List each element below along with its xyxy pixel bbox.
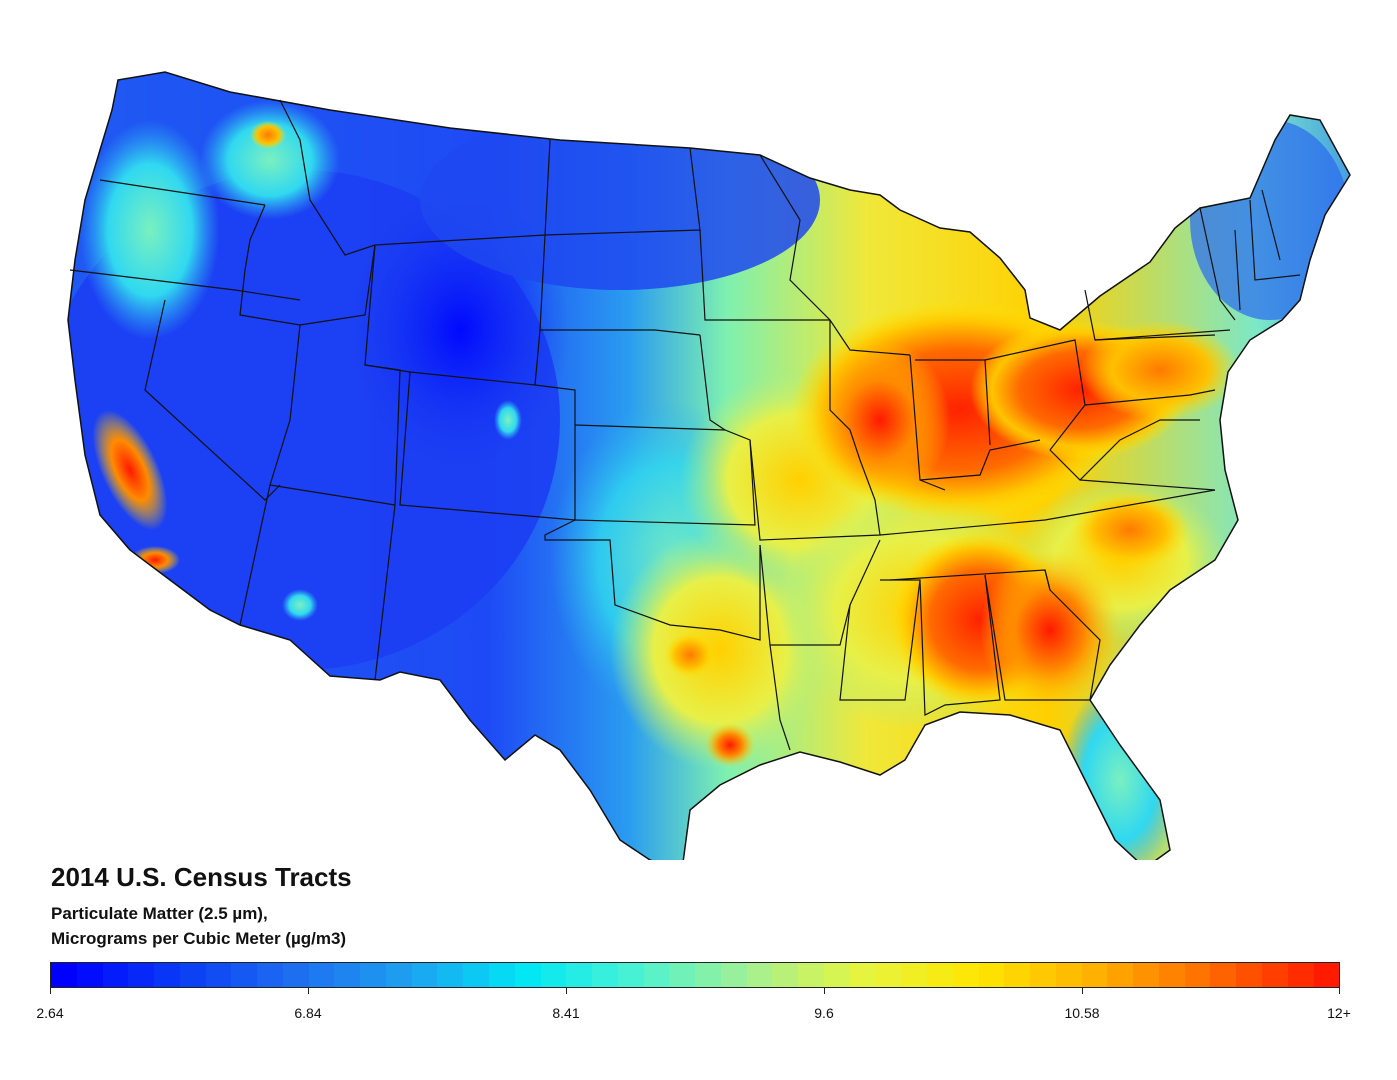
legend-label-max: 12+	[1327, 1005, 1351, 1021]
legend-swatch	[514, 963, 541, 987]
legend-swatch	[1133, 963, 1159, 987]
legend-swatch	[257, 963, 283, 987]
legend-swatch	[154, 963, 180, 987]
legend-swatch	[849, 963, 876, 987]
legend-label-min: 2.64	[36, 1005, 64, 1021]
state-boundaries	[67, 71, 1351, 860]
legend-swatch	[643, 963, 670, 987]
legend-tick	[1082, 988, 1083, 994]
legend-swatch	[1030, 963, 1056, 987]
legend-swatch	[978, 963, 1005, 987]
legend-swatch	[51, 963, 77, 987]
legend-swatch	[282, 963, 309, 987]
legend-swatch	[901, 963, 928, 987]
legend-swatch	[566, 963, 593, 987]
legend-swatch	[411, 963, 438, 987]
legend-swatch	[592, 963, 618, 987]
us-map-svg	[67, 71, 1351, 860]
legend-tick	[308, 988, 309, 994]
legend-swatch	[179, 963, 206, 987]
legend-tick	[824, 988, 825, 994]
legend-swatch	[308, 963, 335, 987]
legend-swatch	[952, 963, 979, 987]
legend-swatch	[231, 963, 258, 987]
legend-swatch	[798, 963, 824, 987]
legend-swatch	[927, 963, 953, 987]
legend-swatch	[205, 963, 232, 987]
legend-swatch	[617, 963, 644, 987]
legend-tick	[566, 988, 567, 994]
map-title: 2014 U.S. Census Tracts	[51, 862, 352, 892]
legend-swatch	[823, 963, 850, 987]
color-scale-legend	[50, 962, 1340, 988]
legend-swatch	[772, 963, 799, 987]
legend-swatch	[128, 963, 155, 987]
legend-swatch	[334, 963, 361, 987]
map-subtitle-line2: Micrograms per Cubic Meter (µg/m3)	[51, 929, 347, 948]
legend-swatch	[102, 963, 129, 987]
legend-swatch	[1184, 963, 1211, 987]
legend-swatch	[489, 963, 515, 987]
legend-swatch	[1081, 963, 1108, 987]
legend-swatch	[669, 963, 696, 987]
legend-swatch	[695, 963, 721, 987]
legend-swatch	[1055, 963, 1082, 987]
legend-swatch	[76, 963, 103, 987]
legend-swatch	[1287, 963, 1314, 987]
legend-swatch	[1004, 963, 1031, 987]
legend-label: 6.84	[294, 1005, 322, 1021]
legend-swatch	[720, 963, 747, 987]
legend-label: 10.58	[1064, 1005, 1100, 1021]
pm25-surface	[68, 72, 1350, 860]
legend-swatch	[1158, 963, 1185, 987]
legend-swatch	[1261, 963, 1288, 987]
legend-swatch	[437, 963, 464, 987]
legend-swatch	[1210, 963, 1237, 987]
legend-label: 9.6	[814, 1005, 834, 1021]
legend-label: 8.41	[552, 1005, 580, 1021]
legend-swatch	[385, 963, 412, 987]
legend-swatch	[540, 963, 567, 987]
legend-swatch	[1107, 963, 1134, 987]
legend-swatch	[1236, 963, 1262, 987]
legend-swatch	[746, 963, 773, 987]
legend-tick	[50, 988, 51, 994]
legend-swatch	[1313, 963, 1340, 987]
legend-swatch	[875, 963, 902, 987]
legend-tick	[1339, 988, 1340, 994]
legend-swatch	[463, 963, 490, 987]
map-subtitle-line1: Particulate Matter (2.5 µm),	[51, 904, 268, 923]
legend-swatch	[360, 963, 386, 987]
